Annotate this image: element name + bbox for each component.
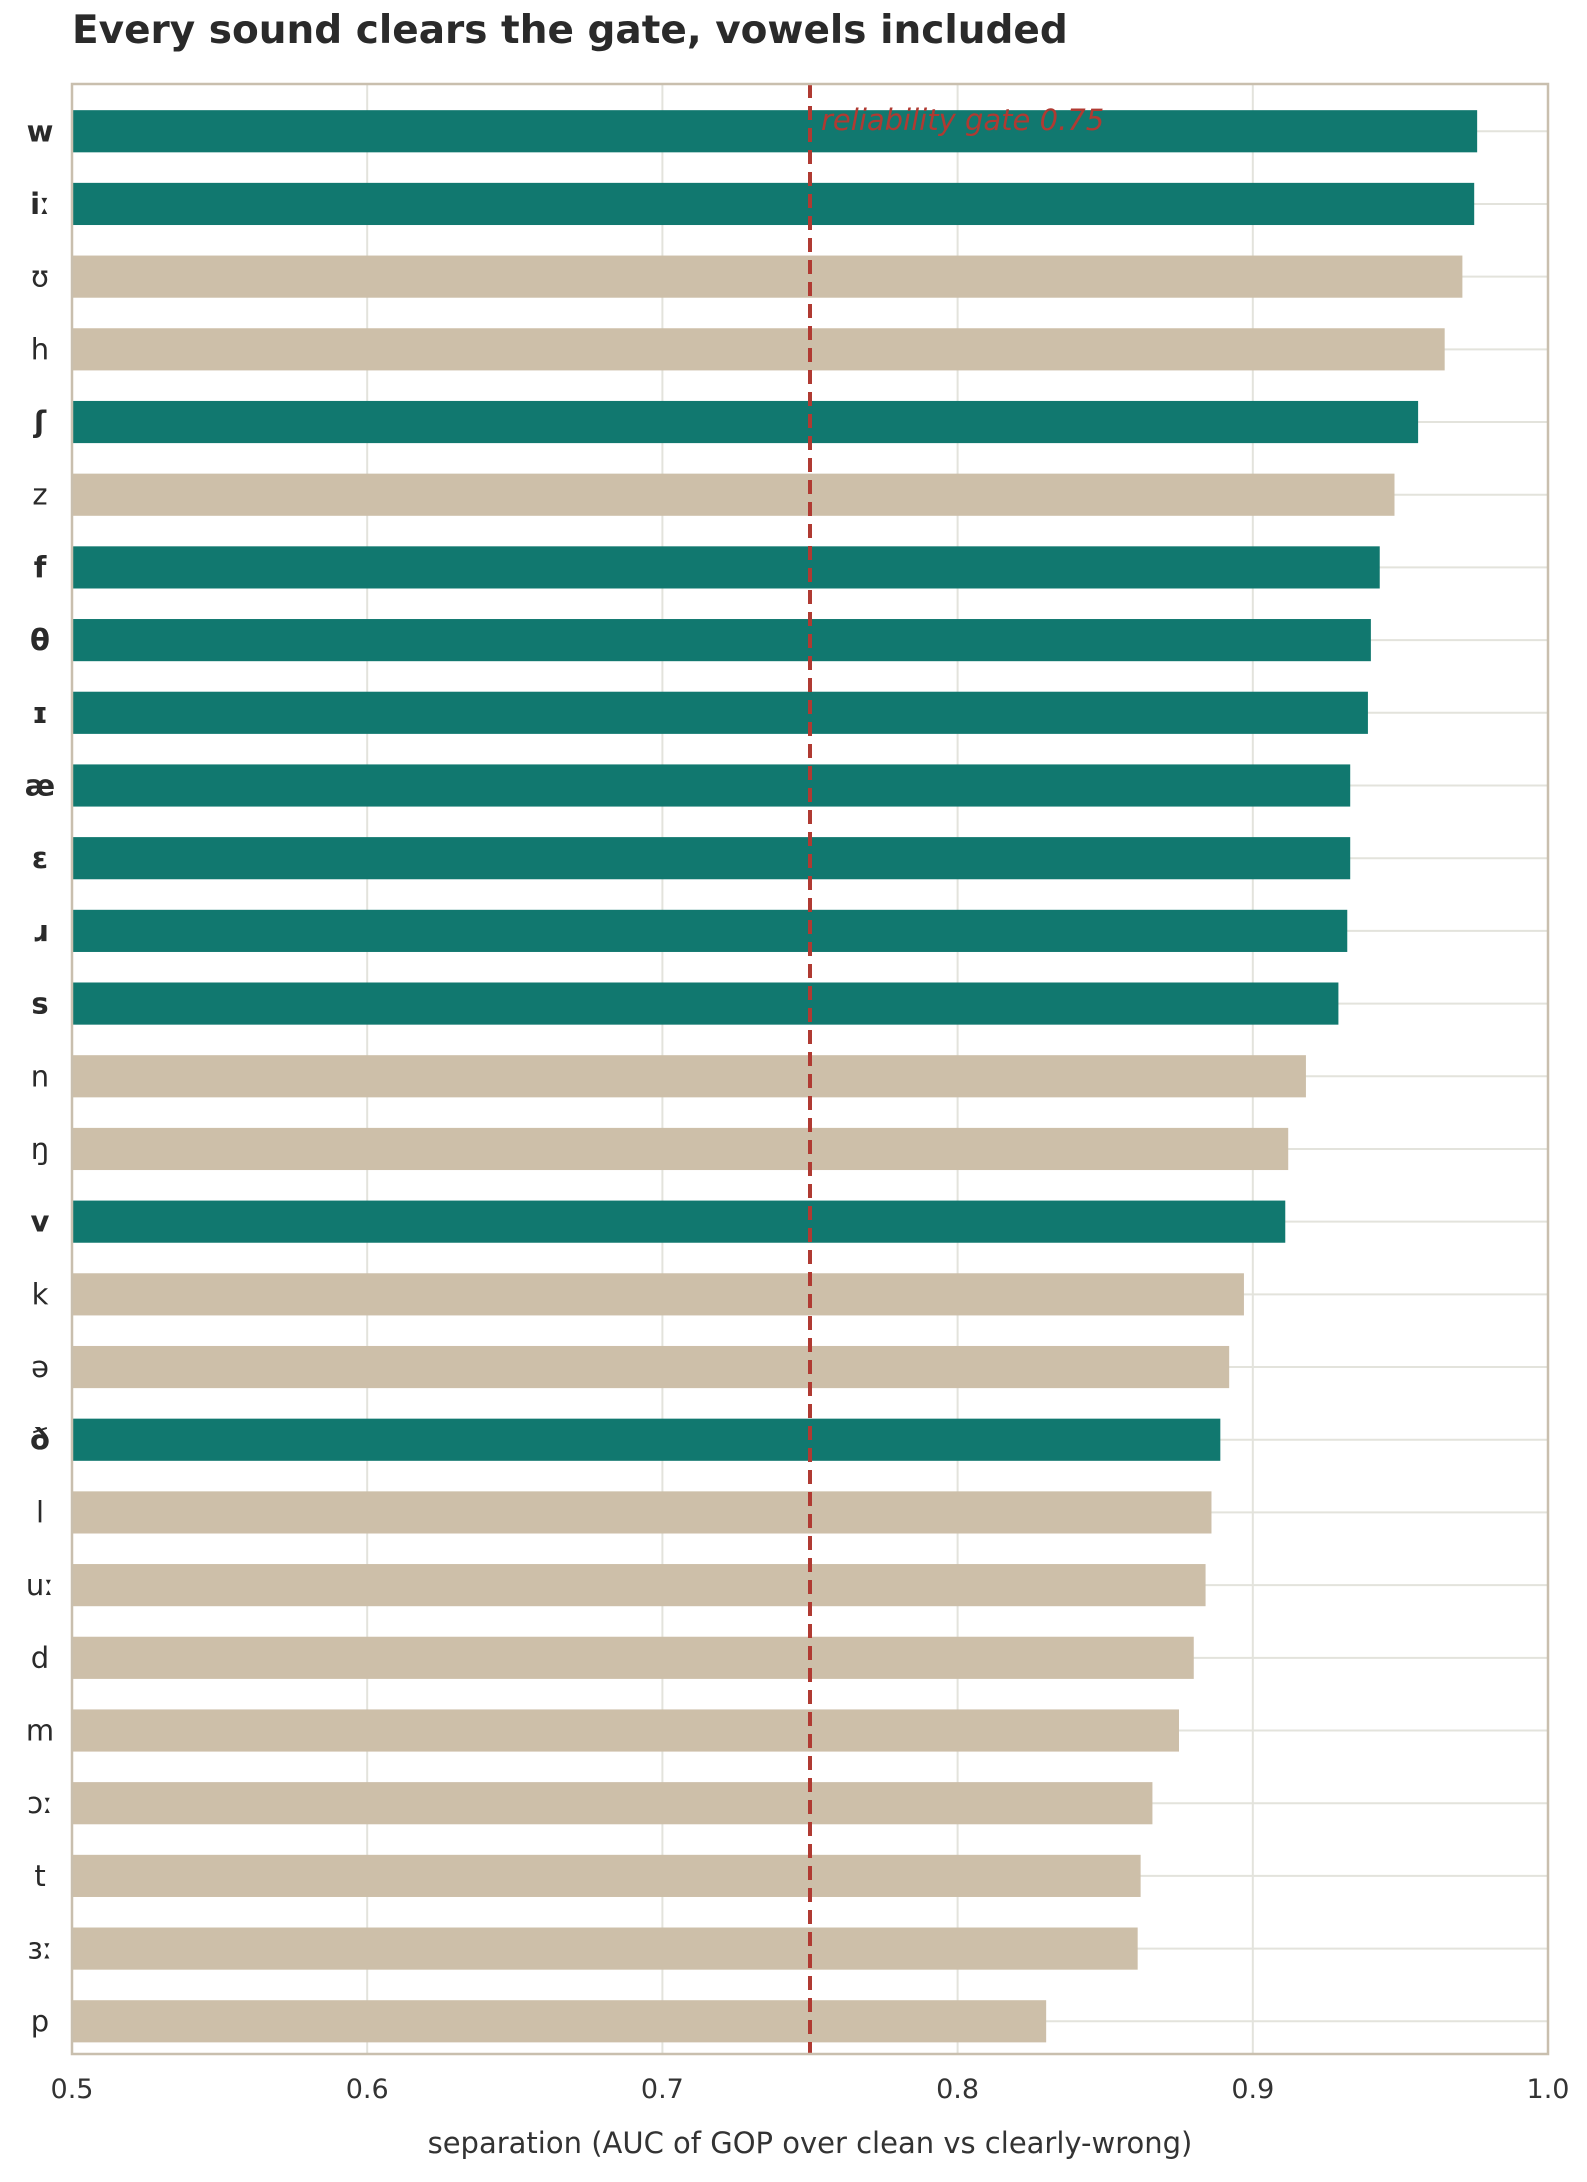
category-label: ə <box>31 1350 49 1384</box>
category-label: h <box>31 332 49 366</box>
category-labels: w iː ʊ h ʃ z f θ ɪ æ ɛ ɹ s n ŋ v k ə ð l uː d m ɔː t ɜː p <box>25 114 55 2038</box>
x-axis-label: separation (AUC of GOP over clean vs cle… <box>427 2126 1193 2160</box>
bar-4 <box>72 328 1445 371</box>
bar-1 <box>72 110 1478 153</box>
category-label: m <box>26 1714 54 1748</box>
bar-13 <box>72 982 1339 1025</box>
bar-21 <box>72 1564 1206 1607</box>
reliability-gate-label: reliability gate 0.75 <box>821 103 1104 137</box>
x-tick-label: 0.9 <box>1231 2074 1274 2105</box>
bar-12 <box>72 909 1348 952</box>
category-label: f <box>34 550 47 584</box>
bar-6 <box>72 473 1395 516</box>
bar-27 <box>72 2000 1047 2043</box>
category-label: z <box>32 478 47 512</box>
bar-19 <box>72 1418 1221 1461</box>
category-label: s <box>31 987 48 1021</box>
category-label: l <box>36 1495 44 1529</box>
category-label: uː <box>26 1568 54 1602</box>
category-label: p <box>31 2004 49 2038</box>
bar-3 <box>72 255 1463 298</box>
bar-9 <box>72 691 1368 734</box>
category-label: θ <box>30 623 50 657</box>
category-label: æ <box>25 768 55 802</box>
category-label: t <box>34 1859 45 1893</box>
chart-title: Every sound clears the gate, vowels incl… <box>72 8 1068 53</box>
x-tick-label: 1.0 <box>1527 2074 1570 2105</box>
x-tick-label: 0.5 <box>51 2074 94 2105</box>
bar-8 <box>72 619 1371 662</box>
category-label: ʃ <box>33 405 47 439</box>
bars <box>72 110 1478 2043</box>
bar-25 <box>72 1854 1141 1897</box>
bar-18 <box>72 1345 1230 1389</box>
bar-7 <box>72 546 1380 589</box>
category-label: k <box>32 1277 49 1311</box>
category-label: w <box>27 114 54 148</box>
plot-frame <box>70 82 1550 2056</box>
bar-16 <box>72 1200 1286 1243</box>
category-label: ŋ <box>31 1132 49 1166</box>
bar-23 <box>72 1709 1179 1752</box>
category-label: ɔː <box>27 1786 53 1820</box>
bar-22 <box>72 1636 1194 1679</box>
bar-10 <box>72 764 1351 807</box>
category-label: ɹ <box>32 914 48 948</box>
category-label: ɛ <box>32 841 48 875</box>
x-tick-label: 0.6 <box>346 2074 389 2105</box>
category-label: ð <box>30 1423 50 1457</box>
bar-5 <box>72 400 1419 444</box>
bar-15 <box>72 1127 1289 1171</box>
category-label: n <box>31 1059 49 1093</box>
bar-20 <box>72 1491 1212 1534</box>
category-label: ʊ <box>31 260 49 294</box>
category-label: v <box>31 1205 50 1239</box>
bar-11 <box>72 837 1351 880</box>
category-label: d <box>31 1641 49 1675</box>
bar-24 <box>72 1782 1153 1825</box>
category-label: ɜː <box>27 1932 52 1966</box>
category-label: ɪ <box>32 696 48 730</box>
bar-17 <box>72 1273 1244 1316</box>
x-tick-label: 0.8 <box>936 2074 979 2105</box>
reference-line-group: reliability gate 0.75 <box>808 84 1104 2054</box>
x-tick-labels: 0.5 0.6 0.7 0.8 0.9 1.0 <box>51 2074 1570 2105</box>
bar-2 <box>72 182 1475 226</box>
category-label: iː <box>30 187 50 221</box>
bar-26 <box>72 1927 1138 1970</box>
bar-14 <box>72 1055 1306 1098</box>
x-tick-label: 0.7 <box>641 2074 684 2105</box>
